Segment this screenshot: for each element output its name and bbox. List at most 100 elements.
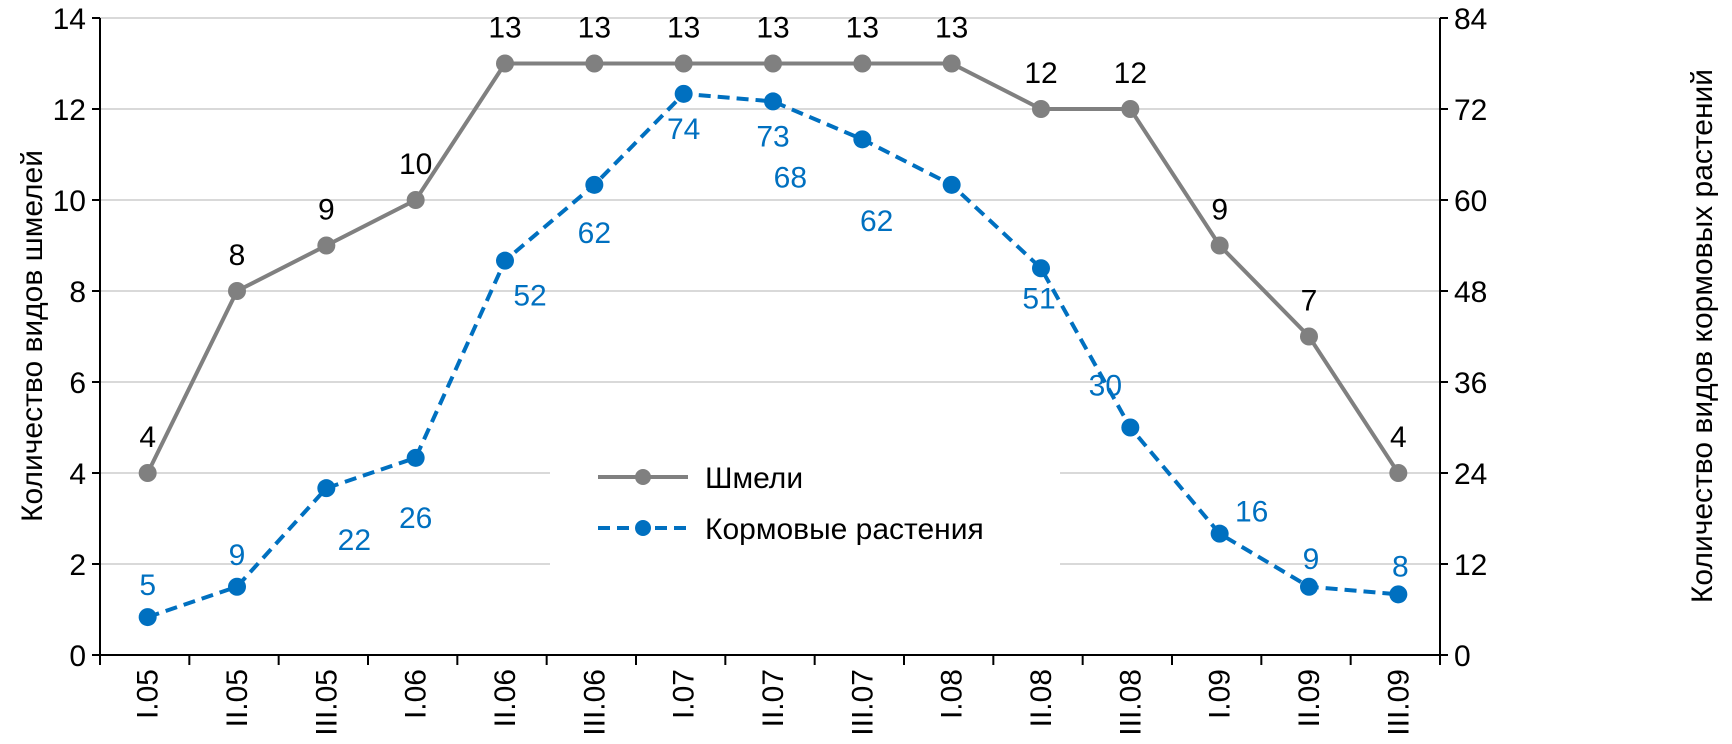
point-plants bbox=[317, 479, 336, 498]
point-bumblebees bbox=[1300, 327, 1318, 346]
x-tick-label: I.06 bbox=[400, 669, 433, 719]
data-label-bumblebees: 13 bbox=[846, 12, 879, 45]
series-line-plants bbox=[147, 91, 1399, 619]
x-tick-label: I.05 bbox=[132, 669, 165, 719]
point-bumblebees bbox=[406, 191, 425, 209]
data-label-plants: 68 bbox=[774, 161, 807, 194]
x-tick-label: II.05 bbox=[221, 669, 254, 727]
x-tick-label: I.09 bbox=[1204, 669, 1237, 719]
point-bumblebees bbox=[1032, 100, 1050, 118]
data-label-bumblebees: 7 bbox=[1301, 285, 1318, 318]
data-label-plants: 51 bbox=[1022, 282, 1055, 315]
point-bumblebees bbox=[853, 54, 872, 73]
y-tick-label: 6 bbox=[69, 367, 86, 400]
x-tick-label: III.05 bbox=[310, 669, 343, 736]
data-label-plants: 9 bbox=[229, 539, 246, 572]
data-label-plants: 30 bbox=[1089, 370, 1122, 403]
data-label-plants: 73 bbox=[756, 120, 789, 153]
point-plants bbox=[1210, 524, 1229, 543]
data-label-plants: 74 bbox=[667, 113, 700, 146]
x-tick-label: I.07 bbox=[668, 669, 701, 719]
x-tick-label: III.07 bbox=[846, 669, 879, 736]
data-label-bumblebees: 13 bbox=[488, 12, 521, 45]
point-plants bbox=[764, 92, 782, 111]
y-tick-label: 2 bbox=[69, 549, 86, 582]
point-plants bbox=[1121, 418, 1140, 437]
point-bumblebees bbox=[764, 54, 782, 73]
point-plants bbox=[853, 130, 872, 149]
data-label-bumblebees: 9 bbox=[1211, 194, 1228, 227]
data-label-bumblebees: 8 bbox=[229, 239, 246, 272]
point-plants bbox=[138, 608, 157, 627]
data-label-bumblebees: 13 bbox=[756, 12, 789, 45]
x-tick-label: II.08 bbox=[1025, 669, 1058, 727]
y-tick-label: 8 bbox=[69, 276, 86, 309]
data-label-plants: 16 bbox=[1235, 496, 1268, 529]
legend-marker-plants bbox=[635, 520, 651, 536]
point-bumblebees bbox=[585, 54, 604, 73]
data-label-bumblebees: 12 bbox=[1114, 57, 1147, 90]
point-plants bbox=[228, 577, 246, 596]
legend: Шмели Кормовые растения bbox=[550, 432, 1060, 582]
data-label-plants: 5 bbox=[139, 569, 156, 602]
y-tick-label: 0 bbox=[69, 640, 86, 673]
data-label-bumblebees: 4 bbox=[139, 421, 156, 454]
point-plants bbox=[585, 175, 604, 194]
y2-tick-label: 12 bbox=[1454, 549, 1487, 582]
y2-tick-label: 0 bbox=[1454, 640, 1471, 673]
data-label-bumblebees: 12 bbox=[1024, 57, 1057, 90]
data-label-plants: 22 bbox=[338, 524, 371, 557]
x-tick-label: III.06 bbox=[578, 669, 611, 736]
legend-label-plants: Кормовые растения bbox=[705, 513, 984, 546]
data-label-plants: 62 bbox=[578, 217, 611, 250]
data-label-plants: 62 bbox=[860, 205, 893, 238]
data-label-plants: 26 bbox=[399, 502, 432, 535]
point-plants bbox=[1300, 577, 1318, 596]
point-plants bbox=[674, 84, 693, 103]
point-bumblebees bbox=[138, 464, 157, 482]
x-tick-label: II.07 bbox=[757, 669, 790, 727]
y-tick-label: 14 bbox=[53, 3, 86, 36]
y-tick-label: 10 bbox=[53, 185, 86, 218]
data-label-plants: 52 bbox=[513, 280, 546, 313]
point-bumblebees bbox=[674, 54, 693, 73]
data-label-plants: 9 bbox=[1303, 543, 1320, 576]
y2-tick-label: 48 bbox=[1454, 276, 1487, 309]
data-label-bumblebees: 10 bbox=[399, 148, 432, 181]
point-bumblebees bbox=[1389, 464, 1408, 482]
point-bumblebees bbox=[228, 282, 246, 300]
point-bumblebees bbox=[942, 54, 961, 73]
point-plants bbox=[406, 448, 425, 467]
y2-axis-label: Количество видов кормовых растений bbox=[1686, 69, 1719, 603]
point-bumblebees bbox=[496, 54, 514, 73]
point-plants bbox=[496, 251, 514, 270]
x-tick-label: II.09 bbox=[1293, 669, 1326, 727]
data-label-plants: 8 bbox=[1392, 550, 1409, 583]
x-tick-label: II.06 bbox=[489, 669, 522, 727]
point-bumblebees bbox=[1121, 100, 1140, 118]
y2-tick-label: 84 bbox=[1454, 3, 1487, 36]
y-tick-label: 12 bbox=[53, 94, 86, 127]
x-tick-label: III.09 bbox=[1382, 669, 1415, 736]
data-label-bumblebees: 13 bbox=[667, 12, 700, 45]
y2-tick-label: 36 bbox=[1454, 367, 1487, 400]
data-label-bumblebees: 13 bbox=[578, 12, 611, 45]
legend-marker-bumblebees bbox=[635, 469, 651, 485]
data-label-bumblebees: 13 bbox=[935, 12, 968, 45]
point-plants bbox=[1032, 259, 1050, 278]
x-tick-label: III.08 bbox=[1114, 669, 1147, 736]
y-axis-label: Количество видов шмелей bbox=[16, 150, 49, 522]
y2-tick-label: 24 bbox=[1454, 458, 1487, 491]
point-plants bbox=[942, 175, 961, 194]
point-plants bbox=[1389, 585, 1408, 604]
point-bumblebees bbox=[317, 236, 336, 255]
x-tick-label: I.08 bbox=[936, 669, 969, 719]
legend-label-bumblebees: Шмели bbox=[705, 462, 803, 495]
point-bumblebees bbox=[1210, 236, 1229, 255]
y2-tick-label: 72 bbox=[1454, 94, 1487, 127]
data-label-bumblebees: 4 bbox=[1390, 421, 1407, 454]
y2-tick-label: 60 bbox=[1454, 185, 1487, 218]
